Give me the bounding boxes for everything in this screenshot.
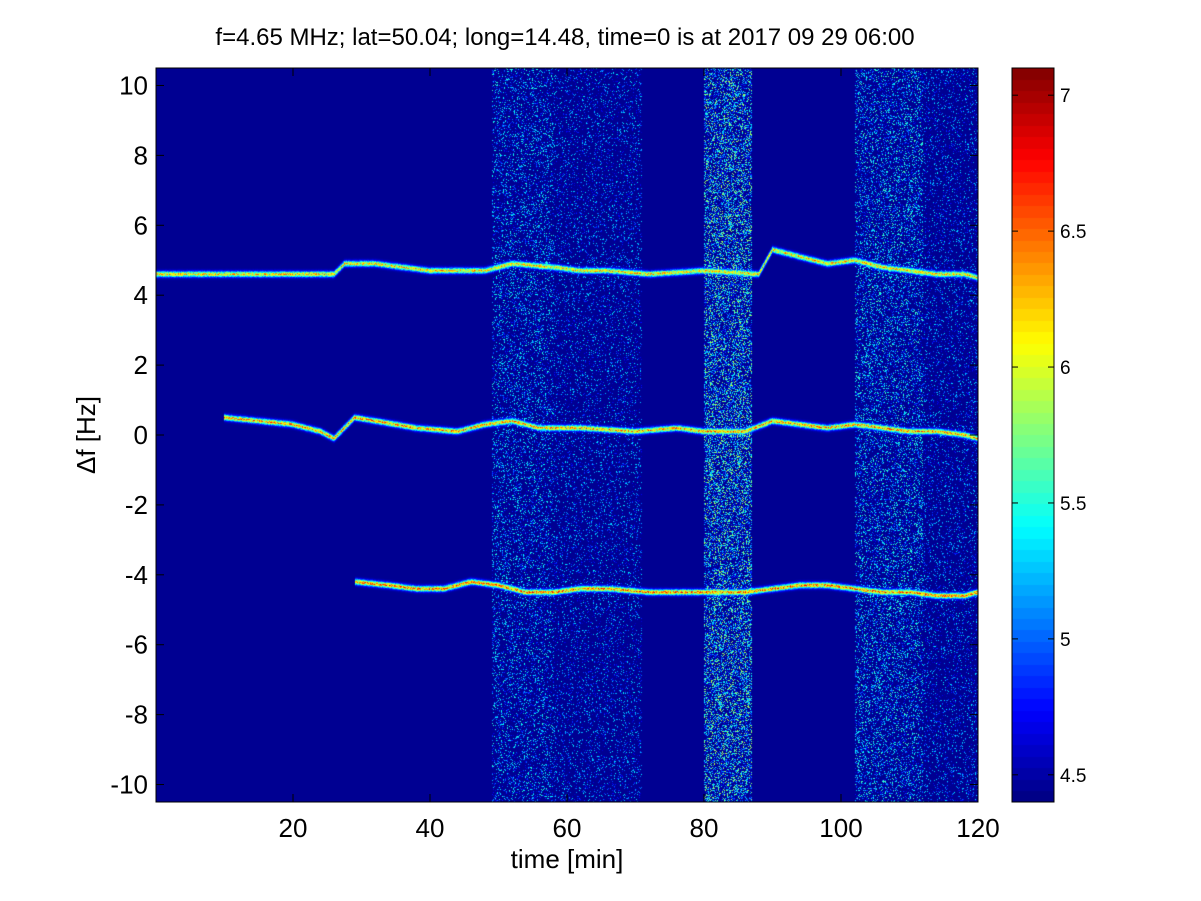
y-tick-label: -6 — [125, 630, 148, 660]
colorbar-tick-label: 7 — [1060, 86, 1071, 107]
x-tick-label: 120 — [956, 813, 999, 843]
x-tick-label: 40 — [416, 813, 445, 843]
y-axis: 10 8 6 4 2 0 -2 -4 -6 -8 -10 — [110, 70, 978, 800]
y-tick-label: 4 — [134, 280, 148, 310]
colorbar-tick-label: 4.5 — [1060, 766, 1086, 787]
y-tick-label: -4 — [125, 560, 148, 590]
colorbar-tick-label: 5.5 — [1060, 494, 1086, 515]
x-tick-label: 100 — [819, 813, 862, 843]
heatmap-image — [156, 68, 978, 802]
colorbar-image — [1012, 68, 1054, 802]
y-tick-label: 0 — [134, 420, 148, 450]
x-tick-label: 60 — [553, 813, 582, 843]
chart-title: f=4.65 MHz; lat=50.04; long=14.48, time=… — [215, 24, 914, 51]
colorbar-tick-label: 5 — [1060, 630, 1071, 651]
x-tick-label: 80 — [690, 813, 719, 843]
y-tick-label: 6 — [134, 210, 148, 240]
colorbar-axis: 7 6.5 6 5.5 5 4.5 — [1012, 86, 1086, 787]
colorbar-tick-label: 6 — [1060, 358, 1071, 379]
y-axis-label: Δf [Hz] — [71, 396, 101, 474]
y-tick-label: -2 — [125, 490, 148, 520]
y-tick-label: -10 — [110, 770, 148, 800]
y-tick-label: 2 — [134, 350, 148, 380]
colorbar-frame — [1011, 67, 1055, 803]
x-axis-label: time [min] — [511, 844, 624, 874]
x-tick-label: 20 — [279, 813, 308, 843]
y-tick-label: 10 — [119, 70, 148, 100]
x-axis: 20 40 60 80 100 120 — [279, 68, 1000, 843]
colorbar-tick-label: 6.5 — [1060, 222, 1086, 243]
y-tick-label: -8 — [125, 700, 148, 730]
y-tick-label: 8 — [134, 140, 148, 170]
